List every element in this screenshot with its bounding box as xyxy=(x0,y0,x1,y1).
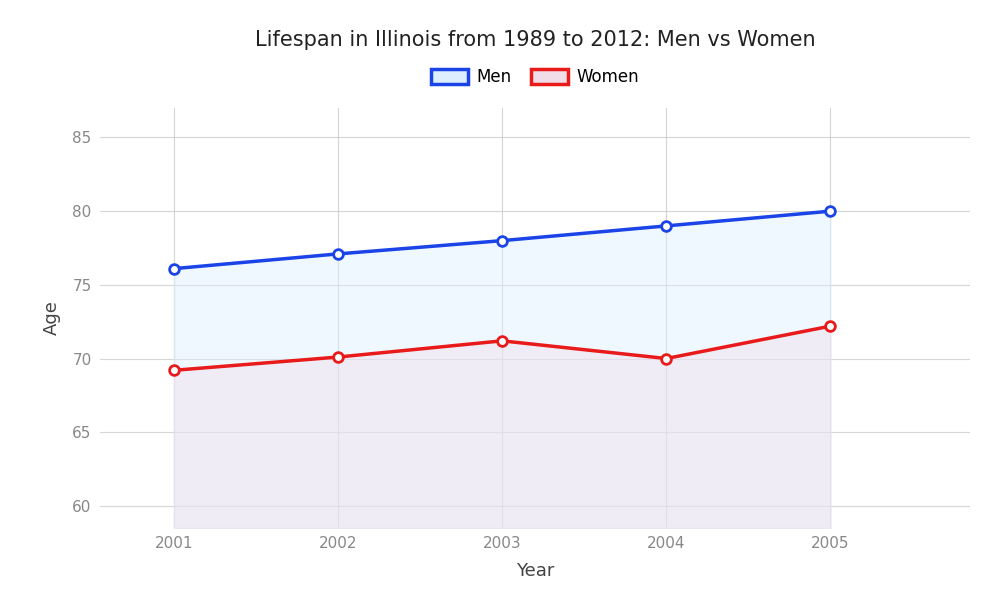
Title: Lifespan in Illinois from 1989 to 2012: Men vs Women: Lifespan in Illinois from 1989 to 2012: … xyxy=(255,29,815,49)
Y-axis label: Age: Age xyxy=(43,301,61,335)
Legend: Men, Women: Men, Women xyxy=(424,62,646,93)
X-axis label: Year: Year xyxy=(516,562,554,580)
